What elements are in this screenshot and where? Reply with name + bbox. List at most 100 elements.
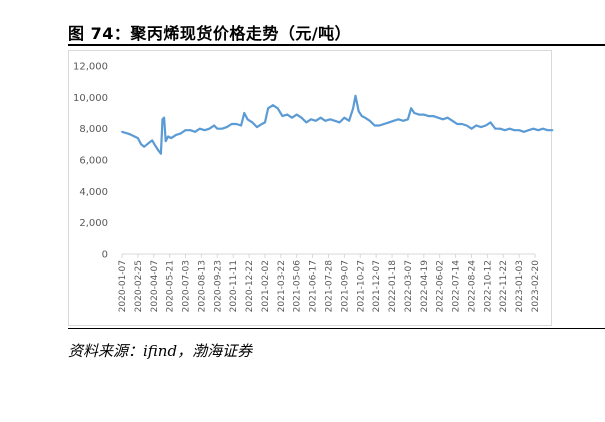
data-point [518, 129, 520, 132]
data-point [305, 121, 308, 124]
data-point [160, 152, 162, 155]
y-axis: 0 2,000 4,000 6,000 8,000 10,000 12,000 [73, 62, 108, 261]
x-tick-label: 2021-06-17 [309, 260, 319, 312]
data-point [527, 129, 530, 132]
x-tick-label: 2021-07-28 [325, 260, 335, 313]
data-point [465, 124, 468, 127]
x-tick-label: 2021-03-22 [277, 260, 287, 312]
x-tick-label: 2022-01-18 [388, 260, 398, 313]
data-point [319, 116, 322, 119]
data-point [446, 116, 449, 119]
y-tick-label: 0 [102, 250, 108, 261]
data-point [310, 118, 312, 121]
data-point [475, 124, 478, 127]
x-tick-label: 2021-12-07 [372, 260, 382, 312]
data-point [470, 127, 473, 130]
data-point [170, 137, 173, 140]
top-rule [68, 44, 605, 46]
data-point [272, 104, 274, 107]
data-point [546, 129, 549, 132]
data-point [251, 121, 254, 124]
data-point [324, 119, 327, 122]
x-tick-label: 2022-08-24 [467, 260, 477, 313]
x-tick-label: 2022-04-19 [420, 260, 430, 313]
data-point [437, 116, 439, 119]
data-point [334, 119, 336, 122]
figure-title: 图 74：聚丙烯现货价格走势（元/吨） [68, 24, 352, 43]
x-tick-label: 2021-09-07 [340, 260, 350, 312]
x-axis: 2020-01-07 2020-02-25 2020-04-07 2020-05-21… [118, 254, 541, 312]
x-tick-label: 2020-07-03 [182, 260, 192, 312]
source-note: 资料来源：ifind，渤海证券 [68, 342, 253, 360]
data-point [129, 133, 131, 136]
y-tick-label: 2,000 [79, 218, 108, 229]
data-point [295, 113, 298, 116]
data-point [161, 118, 164, 121]
data-point [378, 124, 381, 127]
bottom-rule [68, 328, 605, 329]
x-tick-label: 2020-08-13 [197, 260, 207, 312]
data-point [267, 107, 269, 110]
x-tick-label: 2020-02-25 [134, 260, 144, 312]
data-point [348, 119, 350, 122]
data-point [343, 116, 346, 119]
data-point [189, 129, 192, 132]
x-tick-label: 2021-02-02 [261, 260, 271, 312]
data-point [537, 129, 540, 132]
data-point [203, 129, 206, 132]
data-point [413, 112, 416, 114]
data-point [148, 141, 150, 144]
data-point [175, 134, 177, 136]
y-tick-label: 12,000 [73, 62, 108, 73]
data-point [143, 145, 146, 148]
data-point [221, 127, 224, 130]
data-point [225, 126, 228, 128]
x-tick-label: 2020-05-21 [166, 260, 176, 312]
data-point [300, 116, 303, 119]
data-point [432, 115, 435, 117]
data-point [140, 143, 143, 146]
data-point [354, 94, 357, 97]
data-point [422, 113, 425, 116]
data-point [542, 127, 544, 130]
data-point [213, 124, 216, 127]
data-point [513, 129, 516, 132]
x-tick-label: 2022-11-22 [499, 260, 509, 312]
data-point [480, 126, 482, 128]
data-point [418, 113, 420, 116]
data-point [456, 123, 459, 125]
x-tick-label: 2021-05-06 [293, 260, 303, 313]
data-point [489, 121, 492, 124]
data-point [338, 121, 341, 124]
x-tick-label: 2022-06-02 [436, 260, 446, 312]
data-point [264, 121, 266, 124]
data-point [208, 127, 211, 130]
data-point [329, 118, 331, 121]
data-point [137, 137, 139, 140]
data-point [410, 107, 412, 110]
data-point [281, 115, 284, 117]
data-point [163, 116, 166, 119]
data-point [484, 124, 487, 127]
data-point [291, 116, 293, 119]
x-tick-label: 2020-12-22 [245, 260, 255, 312]
data-point [246, 118, 249, 121]
plot-area-frame [68, 50, 552, 326]
data-point [230, 123, 233, 125]
data-point [383, 123, 385, 125]
data-point [243, 112, 246, 114]
data-point [151, 139, 154, 142]
data-point [314, 119, 317, 122]
x-tick-label: 2022-07-14 [452, 260, 462, 313]
data-point [442, 118, 444, 121]
y-tick-label: 4,000 [79, 187, 108, 198]
x-tick-label: 2022-03-07 [404, 260, 414, 312]
data-point [364, 116, 366, 119]
data-point [368, 119, 371, 122]
data-point [184, 129, 187, 132]
data-point [194, 130, 197, 133]
data-point [392, 119, 395, 122]
data-point [388, 121, 390, 124]
data-point [551, 129, 554, 132]
